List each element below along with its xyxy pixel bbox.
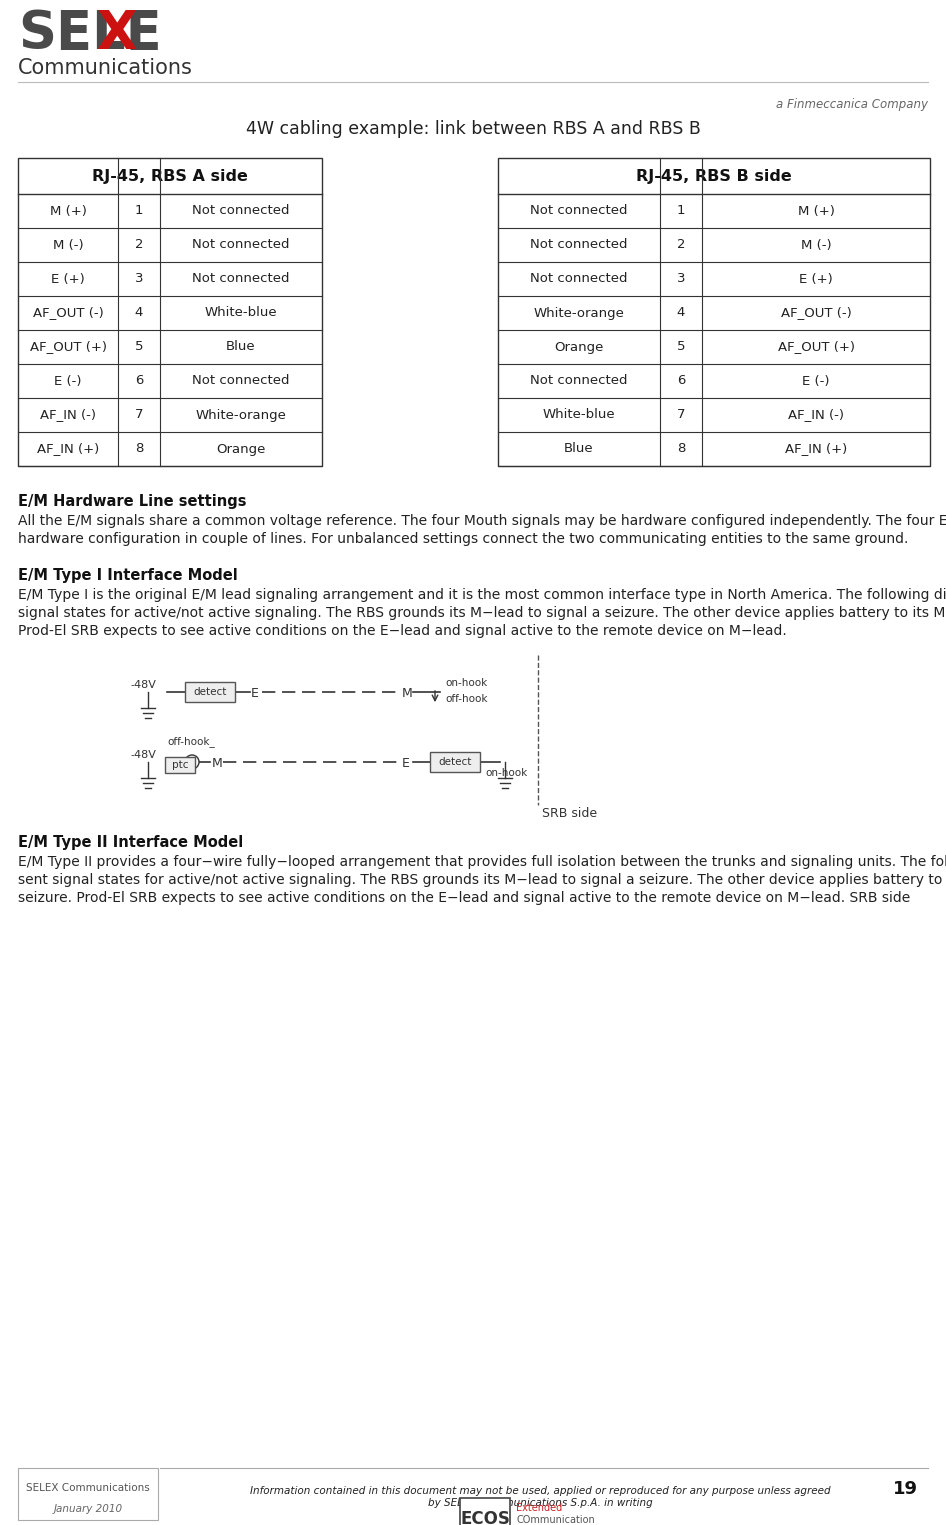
Text: Orange: Orange (217, 442, 266, 456)
Bar (185, 682, 235, 702)
Text: COmmunication: COmmunication (516, 1514, 595, 1525)
Bar (498, 159, 930, 467)
Text: M (+): M (+) (49, 204, 86, 218)
Text: Blue: Blue (226, 340, 255, 354)
Bar (460, 1498, 510, 1525)
Text: -48V: -48V (130, 750, 156, 759)
Text: sent signal states for active/not active signaling. The RBS grounds its M−lead t: sent signal states for active/not active… (18, 872, 946, 888)
Text: White-blue: White-blue (204, 307, 277, 320)
Text: 4W cabling example: link between RBS A and RBS B: 4W cabling example: link between RBS A a… (246, 120, 700, 137)
Text: Not connected: Not connected (531, 204, 628, 218)
Text: signal states for active/not active signaling. The RBS grounds its M−lead to sig: signal states for active/not active sign… (18, 605, 946, 621)
Text: on-hook: on-hook (485, 769, 527, 778)
Text: White-orange: White-orange (196, 409, 287, 421)
Text: AF_IN (-): AF_IN (-) (788, 409, 844, 421)
Text: 3: 3 (134, 273, 143, 285)
Text: All the E/M signals share a common voltage reference. The four Mouth signals may: All the E/M signals share a common volta… (18, 514, 946, 528)
Text: a Finmeccanica Company: a Finmeccanica Company (776, 98, 928, 111)
Text: 7: 7 (134, 409, 143, 421)
Text: 3: 3 (676, 273, 685, 285)
Text: M: M (212, 756, 222, 770)
Text: detect: detect (193, 686, 227, 697)
Bar (165, 756, 195, 773)
Text: off-hook_: off-hook_ (167, 737, 215, 747)
Text: M (-): M (-) (800, 238, 832, 252)
Text: M (+): M (+) (797, 204, 834, 218)
Text: AF_OUT (-): AF_OUT (-) (32, 307, 103, 320)
Text: Not connected: Not connected (192, 375, 289, 387)
Text: AF_IN (+): AF_IN (+) (37, 442, 99, 456)
Text: SRB side: SRB side (542, 807, 597, 820)
Text: E/M Type II Interface Model: E/M Type II Interface Model (18, 836, 243, 849)
Text: 7: 7 (676, 409, 685, 421)
Text: 19: 19 (893, 1479, 918, 1498)
Text: AF_OUT (+): AF_OUT (+) (778, 340, 854, 354)
Bar (18, 1469, 158, 1520)
Text: SELE: SELE (18, 8, 162, 59)
Text: 4: 4 (135, 307, 143, 320)
Text: Not connected: Not connected (192, 204, 289, 218)
Text: 6: 6 (135, 375, 143, 387)
Text: seizure. Prod-El SRB expects to see active conditions on the E−lead and signal a: seizure. Prod-El SRB expects to see acti… (18, 891, 910, 904)
Text: RJ-45, RBS A side: RJ-45, RBS A side (92, 168, 248, 183)
Text: off-hook: off-hook (445, 694, 487, 705)
Text: 6: 6 (676, 375, 685, 387)
Text: White-blue: White-blue (543, 409, 615, 421)
Text: 4: 4 (676, 307, 685, 320)
Text: White-orange: White-orange (534, 307, 624, 320)
Bar (430, 752, 480, 772)
Text: ECOS: ECOS (460, 1510, 510, 1525)
Text: SELEX Communications: SELEX Communications (26, 1482, 149, 1493)
Text: hardware configuration in couple of lines. For unbalanced settings connect the t: hardware configuration in couple of line… (18, 532, 908, 546)
Text: E/M Type I Interface Model: E/M Type I Interface Model (18, 567, 237, 583)
Text: E (+): E (+) (799, 273, 832, 285)
Text: 2: 2 (134, 238, 143, 252)
Text: E (-): E (-) (54, 375, 81, 387)
Text: AF_IN (-): AF_IN (-) (40, 409, 96, 421)
Text: M: M (402, 686, 412, 700)
Text: Not connected: Not connected (192, 273, 289, 285)
Text: E: E (402, 756, 410, 770)
Text: detect: detect (438, 756, 472, 767)
Text: E/M Type I is the original E/M lead signaling arrangement and it is the most com: E/M Type I is the original E/M lead sign… (18, 589, 946, 602)
Text: Communications: Communications (18, 58, 193, 78)
Text: January 2010: January 2010 (53, 1504, 123, 1514)
Text: 5: 5 (134, 340, 143, 354)
Text: E/M Hardware Line settings: E/M Hardware Line settings (18, 494, 247, 509)
Text: Blue: Blue (564, 442, 594, 456)
Text: Not connected: Not connected (531, 375, 628, 387)
Text: AF_OUT (+): AF_OUT (+) (29, 340, 107, 354)
Text: E: E (251, 686, 259, 700)
Text: Extended: Extended (516, 1504, 562, 1513)
Text: 2: 2 (676, 238, 685, 252)
Text: 1: 1 (676, 204, 685, 218)
Text: 8: 8 (676, 442, 685, 456)
Text: Orange: Orange (554, 340, 604, 354)
Text: AF_OUT (-): AF_OUT (-) (780, 307, 851, 320)
Text: Not connected: Not connected (531, 238, 628, 252)
Text: ptc: ptc (172, 759, 188, 770)
Text: Information contained in this document may not be used, applied or reproduced fo: Information contained in this document m… (250, 1485, 831, 1508)
Text: AF_IN (+): AF_IN (+) (785, 442, 847, 456)
Text: Not connected: Not connected (192, 238, 289, 252)
Text: Prod-El SRB expects to see active conditions on the E−lead and signal active to : Prod-El SRB expects to see active condit… (18, 624, 787, 637)
Text: M (-): M (-) (53, 238, 83, 252)
Bar (18, 159, 322, 467)
Circle shape (185, 755, 199, 769)
Text: 1: 1 (134, 204, 143, 218)
Text: RJ-45, RBS B side: RJ-45, RBS B side (636, 168, 792, 183)
Text: Not connected: Not connected (531, 273, 628, 285)
Text: E (+): E (+) (51, 273, 85, 285)
Text: 8: 8 (135, 442, 143, 456)
Text: X: X (97, 8, 137, 59)
Text: on-hook: on-hook (445, 679, 487, 688)
Text: E (-): E (-) (802, 375, 830, 387)
Text: E/M Type II provides a four−wire fully−looped arrangement that provides full iso: E/M Type II provides a four−wire fully−l… (18, 856, 946, 869)
Text: -48V: -48V (130, 680, 156, 689)
Text: 5: 5 (676, 340, 685, 354)
